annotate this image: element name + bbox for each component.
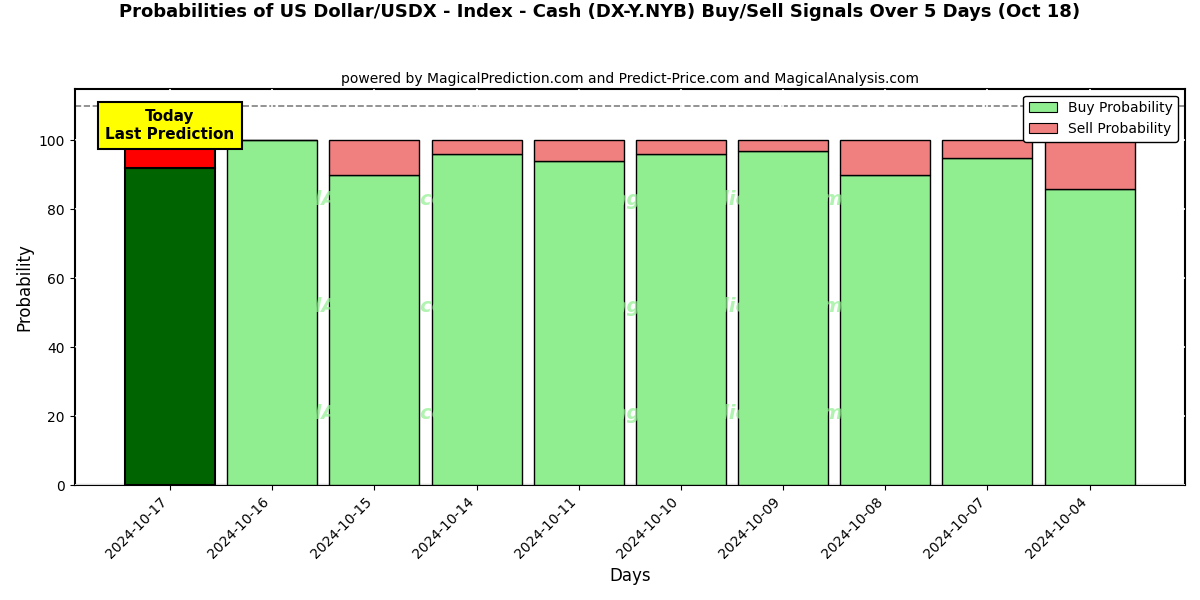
Bar xyxy=(125,168,215,485)
Title: powered by MagicalPrediction.com and Predict-Price.com and MagicalAnalysis.com: powered by MagicalPrediction.com and Pre… xyxy=(341,72,919,86)
Text: MagicalPrediction.com: MagicalPrediction.com xyxy=(594,404,844,423)
Bar xyxy=(227,140,317,485)
Bar xyxy=(125,140,215,168)
Bar xyxy=(534,161,624,485)
Text: MagicalAnalysis.com: MagicalAnalysis.com xyxy=(238,297,467,316)
Bar xyxy=(636,140,726,154)
Bar xyxy=(942,140,1032,158)
Text: Probabilities of US Dollar/USDX - Index - Cash (DX-Y.NYB) Buy/Sell Signals Over : Probabilities of US Dollar/USDX - Index … xyxy=(120,3,1080,21)
Bar xyxy=(330,140,419,175)
Legend: Buy Probability, Sell Probability: Buy Probability, Sell Probability xyxy=(1024,95,1178,142)
X-axis label: Days: Days xyxy=(610,567,650,585)
Text: MagicalPrediction.com: MagicalPrediction.com xyxy=(594,297,844,316)
Bar xyxy=(330,175,419,485)
Text: MagicalAnalysis.com: MagicalAnalysis.com xyxy=(238,190,467,209)
Bar xyxy=(534,140,624,161)
Y-axis label: Probability: Probability xyxy=(16,243,34,331)
Bar xyxy=(1045,188,1134,485)
Bar xyxy=(840,175,930,485)
Bar xyxy=(432,154,522,485)
Bar xyxy=(738,140,828,151)
Bar xyxy=(432,140,522,154)
Text: MagicalAnalysis.com: MagicalAnalysis.com xyxy=(238,404,467,423)
Text: Today
Last Prediction: Today Last Prediction xyxy=(106,109,235,142)
Text: MagicalPrediction.com: MagicalPrediction.com xyxy=(594,190,844,209)
Bar xyxy=(942,158,1032,485)
Bar xyxy=(1045,140,1134,188)
Bar xyxy=(840,140,930,175)
Bar xyxy=(738,151,828,485)
Bar xyxy=(636,154,726,485)
